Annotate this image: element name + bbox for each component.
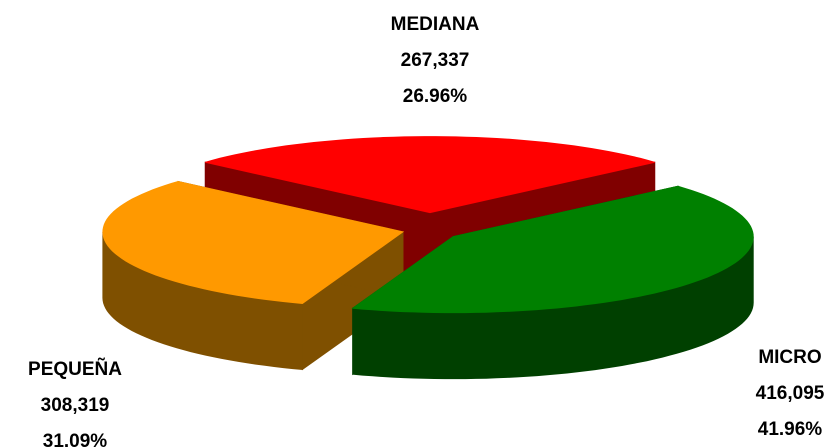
percent-label: 31.09% bbox=[43, 431, 108, 447]
slice bbox=[351, 185, 754, 314]
slice-label: MICRO bbox=[758, 347, 821, 368]
slice bbox=[205, 136, 655, 214]
value-label: 308,319 bbox=[41, 395, 110, 416]
value-label: 416,095 bbox=[756, 383, 825, 404]
slice bbox=[102, 180, 405, 305]
value-label: 267,337 bbox=[401, 50, 470, 71]
percent-label: 26.96% bbox=[403, 86, 468, 107]
percent-label: 41.96% bbox=[758, 419, 823, 440]
slice-label: PEQUEÑA bbox=[28, 358, 122, 380]
slice-label: MEDIANA bbox=[391, 14, 480, 35]
